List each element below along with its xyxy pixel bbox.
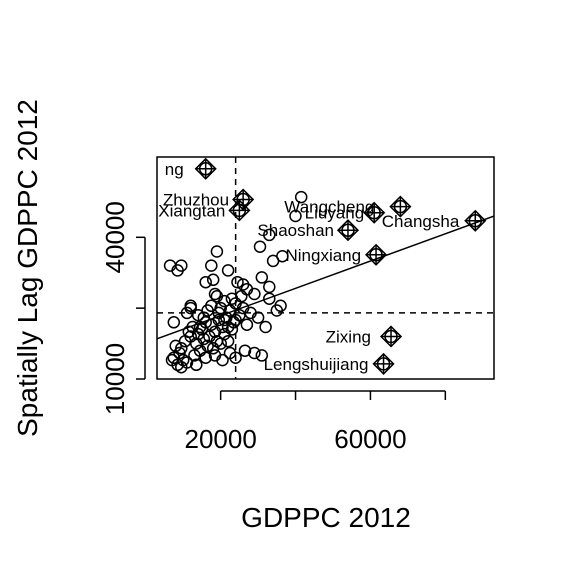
data-point <box>221 334 235 348</box>
data-point <box>167 316 181 329</box>
point-label: ng <box>165 160 184 179</box>
data-point <box>184 299 197 313</box>
data-point <box>238 344 252 357</box>
y-tick-label: 10000 <box>100 343 130 415</box>
data-point <box>255 271 269 284</box>
data-point <box>251 311 265 324</box>
data-point <box>225 292 239 305</box>
data-point <box>240 318 254 331</box>
data-point <box>206 273 220 287</box>
point-label: Zhuzhou <box>163 191 229 210</box>
point-label: Wangcheng <box>284 198 374 217</box>
data-point <box>289 209 302 223</box>
point-label: Lengshuijiang <box>264 355 369 374</box>
axes: 20000 60000 10000 40000 <box>100 201 447 454</box>
data-point <box>218 294 231 308</box>
data-point <box>263 292 276 305</box>
data-point <box>263 280 276 294</box>
data-point <box>199 275 212 289</box>
influential-point <box>389 195 412 218</box>
x-tick-label: 20000 <box>184 424 256 454</box>
data-point <box>274 299 287 313</box>
data-point <box>229 351 242 364</box>
data-point <box>190 358 203 372</box>
point-label: Shaoshan <box>257 221 334 240</box>
plot-frame <box>156 156 495 380</box>
data-point <box>175 342 188 355</box>
data-point <box>259 320 272 334</box>
influential-point <box>194 157 217 180</box>
data-point <box>231 275 244 289</box>
data-point <box>253 240 267 253</box>
influential-point <box>464 209 487 232</box>
y-tick-label: 40000 <box>100 201 130 273</box>
data-point <box>208 287 222 301</box>
influential-points-layer <box>194 157 487 375</box>
data-point <box>221 320 235 334</box>
data-point <box>205 299 218 313</box>
point-label: Liuyang <box>305 204 365 223</box>
influential-point <box>379 325 403 348</box>
influential-point <box>364 243 388 266</box>
data-point <box>197 332 211 346</box>
influential-point <box>228 199 251 222</box>
x-axis-title: GDPPC 2012 <box>241 502 411 533</box>
data-point <box>199 351 212 364</box>
point-label: Zixing <box>326 328 371 347</box>
point-label: Changsha <box>382 212 460 231</box>
x-tick-label: 60000 <box>334 424 406 454</box>
data-point <box>255 349 269 362</box>
point-label: Ningxiang <box>285 246 361 265</box>
data-point <box>205 259 218 272</box>
data-point <box>216 353 229 367</box>
point-label: Xiangtan <box>158 201 225 220</box>
influential-point <box>372 352 395 375</box>
y-axis-title: Spatially Lag GDPPC 2012 <box>12 99 43 437</box>
data-point <box>167 351 181 364</box>
data-point <box>212 313 226 327</box>
reference-lines <box>157 157 494 379</box>
data-point <box>210 245 224 258</box>
data-point <box>248 346 261 360</box>
data-point <box>180 356 194 369</box>
influential-point <box>336 219 360 242</box>
data-point <box>248 287 261 301</box>
influential-point <box>363 201 386 224</box>
data-point <box>221 264 235 277</box>
data-point <box>294 190 308 204</box>
data-point <box>197 311 211 324</box>
data-point <box>276 249 289 263</box>
data-point <box>175 259 188 272</box>
data-point <box>263 228 276 242</box>
regression-line <box>157 215 494 340</box>
influential-point <box>232 188 255 211</box>
